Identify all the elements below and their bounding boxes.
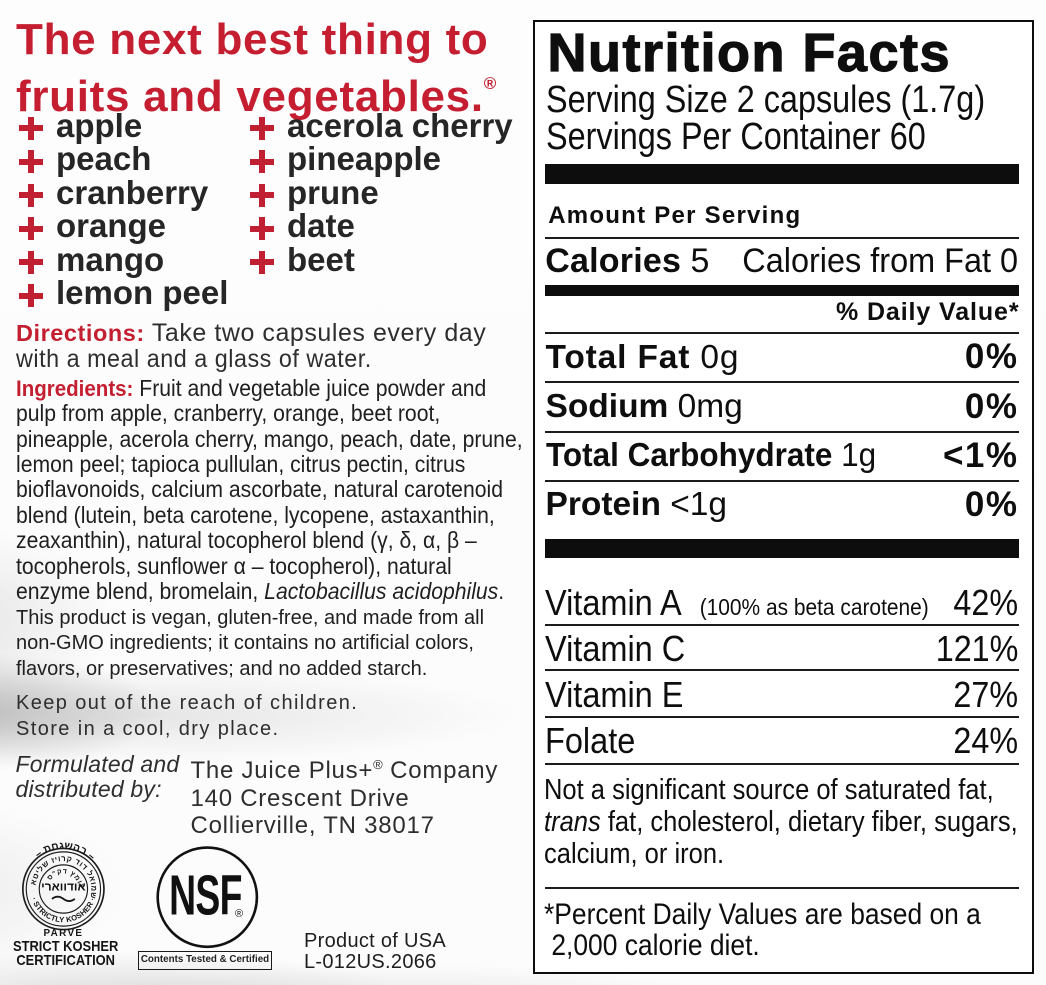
svg-text:®: ®	[235, 908, 243, 920]
svg-text:PARVE: PARVE	[43, 928, 83, 939]
svg-text:NSF: NSF	[169, 863, 242, 927]
svg-text:· STRICTLY KOSHER ·: · STRICTLY KOSHER ·	[30, 896, 98, 924]
svg-text:אודווארי: אודווארי	[41, 880, 86, 894]
